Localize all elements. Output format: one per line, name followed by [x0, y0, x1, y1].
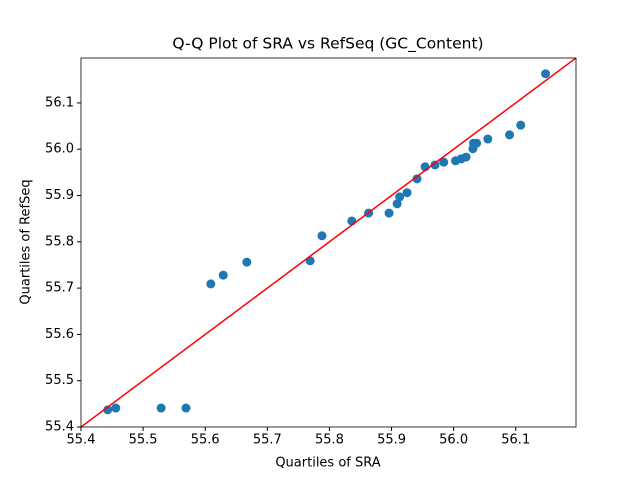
point — [483, 134, 493, 144]
y-tick-label: 55.9 — [45, 188, 74, 203]
point — [541, 69, 551, 79]
point — [461, 152, 471, 162]
point — [218, 270, 228, 280]
x-axis-label: Quartiles of SRA — [275, 456, 380, 471]
x-tick-label: 55.8 — [315, 433, 344, 448]
point — [439, 157, 449, 167]
x-tick-label: 56.0 — [439, 433, 468, 448]
point — [516, 120, 526, 130]
point — [384, 208, 394, 218]
point — [181, 403, 191, 413]
x-tick-label: 55.5 — [129, 433, 158, 448]
y-tick-label: 55.4 — [45, 420, 74, 435]
point — [430, 160, 440, 170]
point — [505, 130, 515, 140]
chart-title: Q-Q Plot of SRA vs RefSeq (GC_Content) — [172, 35, 483, 54]
point — [395, 192, 405, 202]
y-tick-label: 56.1 — [45, 95, 74, 110]
point — [347, 216, 357, 226]
point — [317, 231, 327, 241]
y-tick-label: 55.5 — [45, 373, 74, 388]
reference-line — [81, 58, 576, 427]
point — [103, 405, 113, 415]
y-tick-label: 55.8 — [45, 234, 74, 249]
y-tick-label: 55.7 — [45, 281, 74, 296]
point — [206, 279, 216, 289]
x-tick-label: 55.4 — [67, 433, 96, 448]
x-tick-label: 56.1 — [501, 433, 530, 448]
y-tick-label: 55.6 — [45, 327, 74, 342]
plot-frame — [80, 57, 577, 428]
y-axis-label: Quartiles of RefSeq — [19, 179, 34, 304]
point — [392, 199, 402, 209]
point — [242, 257, 252, 267]
x-tick-label: 55.7 — [253, 433, 282, 448]
point — [402, 188, 412, 198]
point — [472, 138, 482, 148]
y-tick-label: 56.0 — [45, 142, 74, 157]
point — [412, 174, 422, 184]
x-tick-label: 55.9 — [377, 433, 406, 448]
x-tick-label: 55.6 — [191, 433, 220, 448]
point — [156, 403, 166, 413]
point — [111, 403, 121, 413]
